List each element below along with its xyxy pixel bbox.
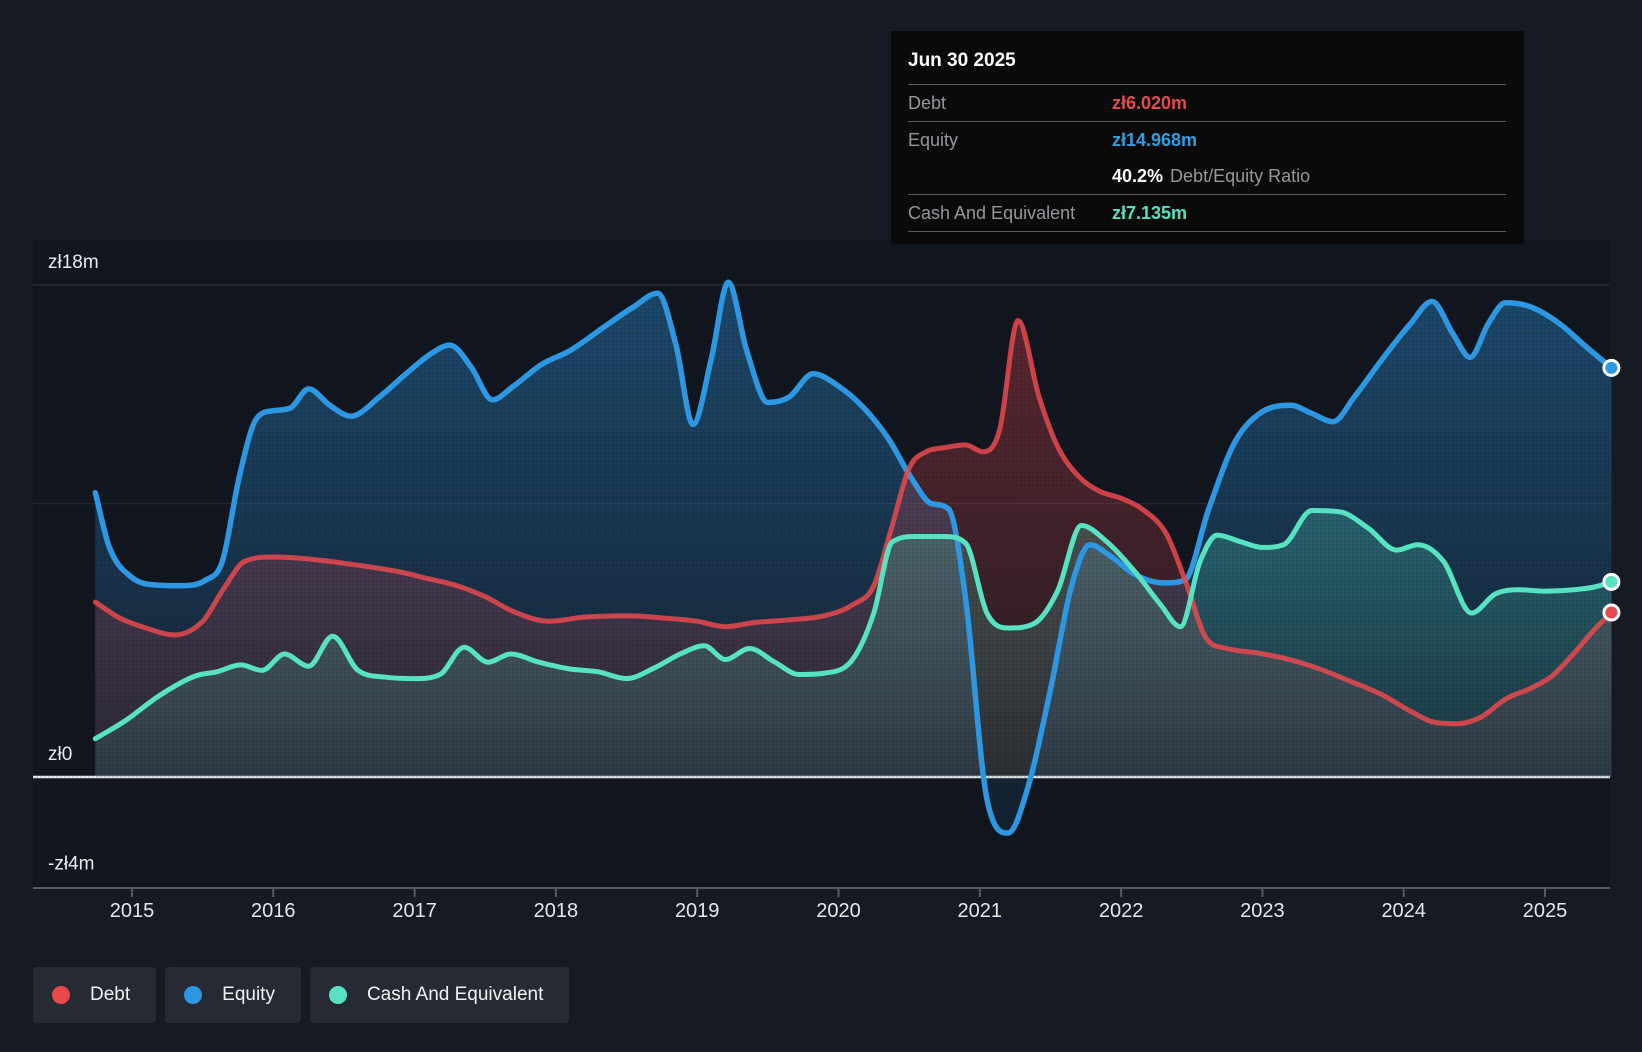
chart-legend: Debt Equity Cash And Equivalent [33, 967, 570, 1023]
tooltip-debt-value: zł6.020m [1112, 92, 1188, 113]
legend-cash-label: Cash And Equivalent [366, 984, 544, 1005]
tooltip-ratio-label: Debt/Equity Ratio [1170, 165, 1311, 186]
x-label-2019: 2019 [675, 900, 720, 922]
x-label-2017: 2017 [392, 900, 437, 922]
equity-color-dot-icon [184, 986, 203, 1004]
tooltip-equity-value: zł14.968m [1112, 129, 1198, 150]
tooltip-ratio-value: 40.2% [1112, 165, 1164, 186]
tooltip-row-cash: Cash And Equivalent zł7.135m [908, 195, 1506, 232]
debt-line[interactable] [92, 318, 1614, 727]
x-label-2016: 2016 [251, 900, 296, 922]
x-label-2021: 2021 [958, 900, 1003, 922]
x-label-2022: 2022 [1099, 900, 1144, 922]
tooltip-equity-label: Equity [908, 129, 959, 150]
tooltip-row-debt: Debt zł6.020m [908, 85, 1506, 122]
x-label-2018: 2018 [534, 900, 579, 922]
fill-texture [33, 240, 1610, 888]
x-label-2025: 2025 [1523, 900, 1568, 922]
y-label--z4m: -zł4m [48, 853, 94, 874]
equity-end-marker[interactable] [1602, 358, 1621, 377]
tooltip-row-ratio: 40.2% Debt/Equity Ratio [908, 158, 1506, 195]
tooltip-cash-label: Cash And Equivalent [908, 202, 1076, 223]
legend-item-cash[interactable]: Cash And Equivalent [309, 967, 570, 1023]
tooltip-row-equity: Equity zł14.968m [908, 122, 1506, 158]
debt-color-dot-icon [52, 986, 70, 1004]
x-label-2024: 2024 [1381, 900, 1426, 922]
tooltip-date: Jun 30 2025 [908, 44, 1506, 85]
debt-end-marker[interactable] [1602, 603, 1621, 622]
legend-equity-label: Equity [222, 984, 275, 1005]
cash-and-equivalent-end-marker[interactable] [1602, 572, 1621, 591]
tooltip-cash-value: zł7.135m [1112, 202, 1188, 223]
legend-debt-label: Debt [90, 984, 131, 1005]
tooltip-debt-label: Debt [908, 92, 947, 113]
equity-line[interactable] [92, 279, 1615, 836]
cash-and-equivalent-line[interactable] [92, 508, 1614, 742]
x-label-2020: 2020 [816, 900, 861, 922]
x-label-2015: 2015 [110, 900, 155, 922]
legend-item-debt[interactable]: Debt [33, 967, 157, 1023]
legend-item-equity[interactable]: Equity [165, 967, 301, 1023]
y-label-z0: zł0 [48, 744, 72, 765]
y-label-z18m: zł18m [48, 252, 99, 273]
chart-tooltip: Jun 30 2025 Debt zł6.020m Equity zł14.96… [891, 31, 1524, 244]
cash-color-dot-icon [328, 986, 347, 1004]
x-label-2023: 2023 [1240, 900, 1285, 922]
